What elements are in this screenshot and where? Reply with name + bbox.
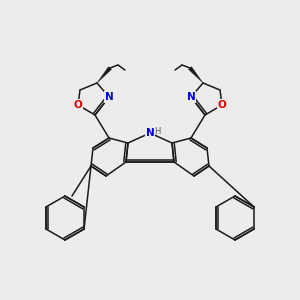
Text: O: O xyxy=(74,100,82,110)
Polygon shape xyxy=(97,67,112,83)
Polygon shape xyxy=(188,67,203,83)
Text: O: O xyxy=(218,100,226,110)
Text: N: N xyxy=(146,128,154,138)
Text: H: H xyxy=(154,127,160,136)
Text: N: N xyxy=(105,92,113,102)
Text: N: N xyxy=(187,92,195,102)
